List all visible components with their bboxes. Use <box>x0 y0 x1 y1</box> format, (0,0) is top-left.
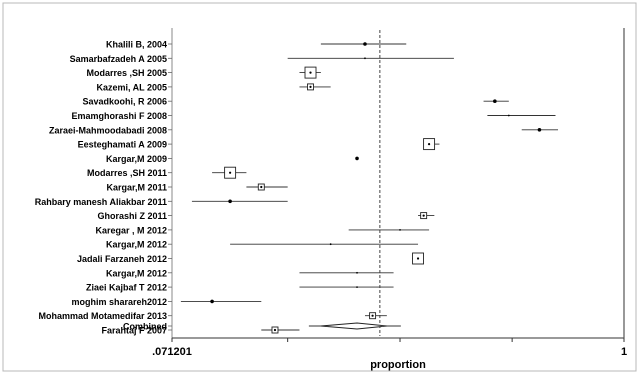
study-row: Khalili B, 2004 <box>106 40 407 50</box>
study-row: Eesteghamati A 2009 <box>78 138 440 151</box>
study-label: Kargar,M 2011 <box>106 183 167 193</box>
study-row: Modarres ,SH 2005 <box>86 66 321 79</box>
study-label: Zaraei-Mahmoodabadi 2008 <box>49 125 167 135</box>
study-label: Mohammad Motamedifar 2013 <box>38 311 167 321</box>
study-row: Farahtaj F 2007 <box>101 326 300 336</box>
study-label: Kargar,M 2012 <box>106 240 167 250</box>
point-estimate <box>493 99 497 103</box>
point-estimate <box>309 85 312 88</box>
study-label: Kargar,M 2009 <box>106 154 167 164</box>
point-estimate <box>356 286 358 288</box>
point-estimate <box>260 185 263 189</box>
study-label: Samarbafzadeh A 2005 <box>70 54 167 64</box>
study-label: Kazemi, AL 2005 <box>96 82 167 92</box>
x-axis-ticks <box>171 338 625 342</box>
study-row: Ziaei Kajbaf T 2012 <box>86 283 394 293</box>
study-label: Savadkoohi, R 2006 <box>82 97 167 107</box>
study-row: moghim sharareh2012 <box>71 297 262 307</box>
point-estimate <box>416 257 420 260</box>
point-estimate <box>537 128 542 132</box>
study-label: Eesteghamati A 2009 <box>78 140 167 150</box>
point-estimate <box>273 328 277 332</box>
study-label: Modarres ,SH 2005 <box>86 68 167 78</box>
point-estimate <box>507 114 510 117</box>
combined-label: Combined <box>123 322 167 332</box>
x-axis-title: proportion <box>370 359 426 371</box>
study-row: Kargar,M 2012 <box>106 240 419 250</box>
study-label: Ziaei Kajbaf T 2012 <box>86 283 167 293</box>
point-estimate <box>371 314 374 317</box>
study-label: Kargar,M 2012 <box>106 268 167 278</box>
point-estimate <box>364 57 366 60</box>
study-row: Karegar , M 2012 <box>95 225 430 235</box>
study-label: Ghorashi Z 2011 <box>97 211 167 221</box>
study-label: Farahtaj F 2007 <box>101 326 167 336</box>
point-estimate <box>210 299 214 304</box>
point-estimate <box>422 214 425 217</box>
point-estimate <box>309 71 312 74</box>
point-estimate <box>229 171 232 174</box>
study-row: Mohammad Motamedifar 2013 <box>38 311 387 321</box>
study-label: Rahbary manesh Aliakbar 2011 <box>35 197 167 207</box>
study-row: Modarres ,SH 2011 <box>87 166 247 179</box>
study-rows: Khalili B, 2004 Samarbafzadeh A 2005 Modar… <box>35 40 559 336</box>
study-row: Rahbary manesh Aliakbar 2011 <box>35 197 288 207</box>
x-tick-label-min: .071201 <box>152 346 192 358</box>
study-label: Modarres ,SH 2011 <box>87 168 167 178</box>
combined-diamond <box>320 322 387 330</box>
point-estimate <box>329 243 332 246</box>
study-row: Samarbafzadeh A 2005 <box>70 54 454 64</box>
study-label: moghim sharareh2012 <box>71 297 167 307</box>
point-estimate <box>228 199 232 204</box>
study-row: Savadkoohi, R 2006 <box>82 97 509 107</box>
point-estimate <box>427 143 431 146</box>
study-row: Kazemi, AL 2005 <box>96 82 331 92</box>
study-row: Ghorashi Z 2011 <box>97 211 435 221</box>
study-label: Khalili B, 2004 <box>106 40 167 50</box>
point-estimate <box>399 229 401 231</box>
study-label: Emamghorashi F 2008 <box>71 111 167 121</box>
study-row: Jadali Farzaneh 2012 <box>77 252 424 265</box>
study-row: Kargar,M 2012 <box>106 268 394 278</box>
study-row: Emamghorashi F 2008 <box>71 111 556 121</box>
point-estimate <box>356 271 358 274</box>
study-label: Karegar , M 2012 <box>95 225 167 235</box>
point-estimate <box>363 42 367 46</box>
x-tick-label-max: 1 <box>621 346 627 358</box>
study-row: Kargar,M 2011 <box>106 183 288 193</box>
study-row: Kargar,M 2009 <box>106 154 359 164</box>
study-label: Jadali Farzaneh 2012 <box>77 254 167 264</box>
study-row: Zaraei-Mahmoodabadi 2008 <box>49 125 559 135</box>
point-estimate <box>355 156 359 161</box>
combined-row: Combined <box>123 322 401 332</box>
